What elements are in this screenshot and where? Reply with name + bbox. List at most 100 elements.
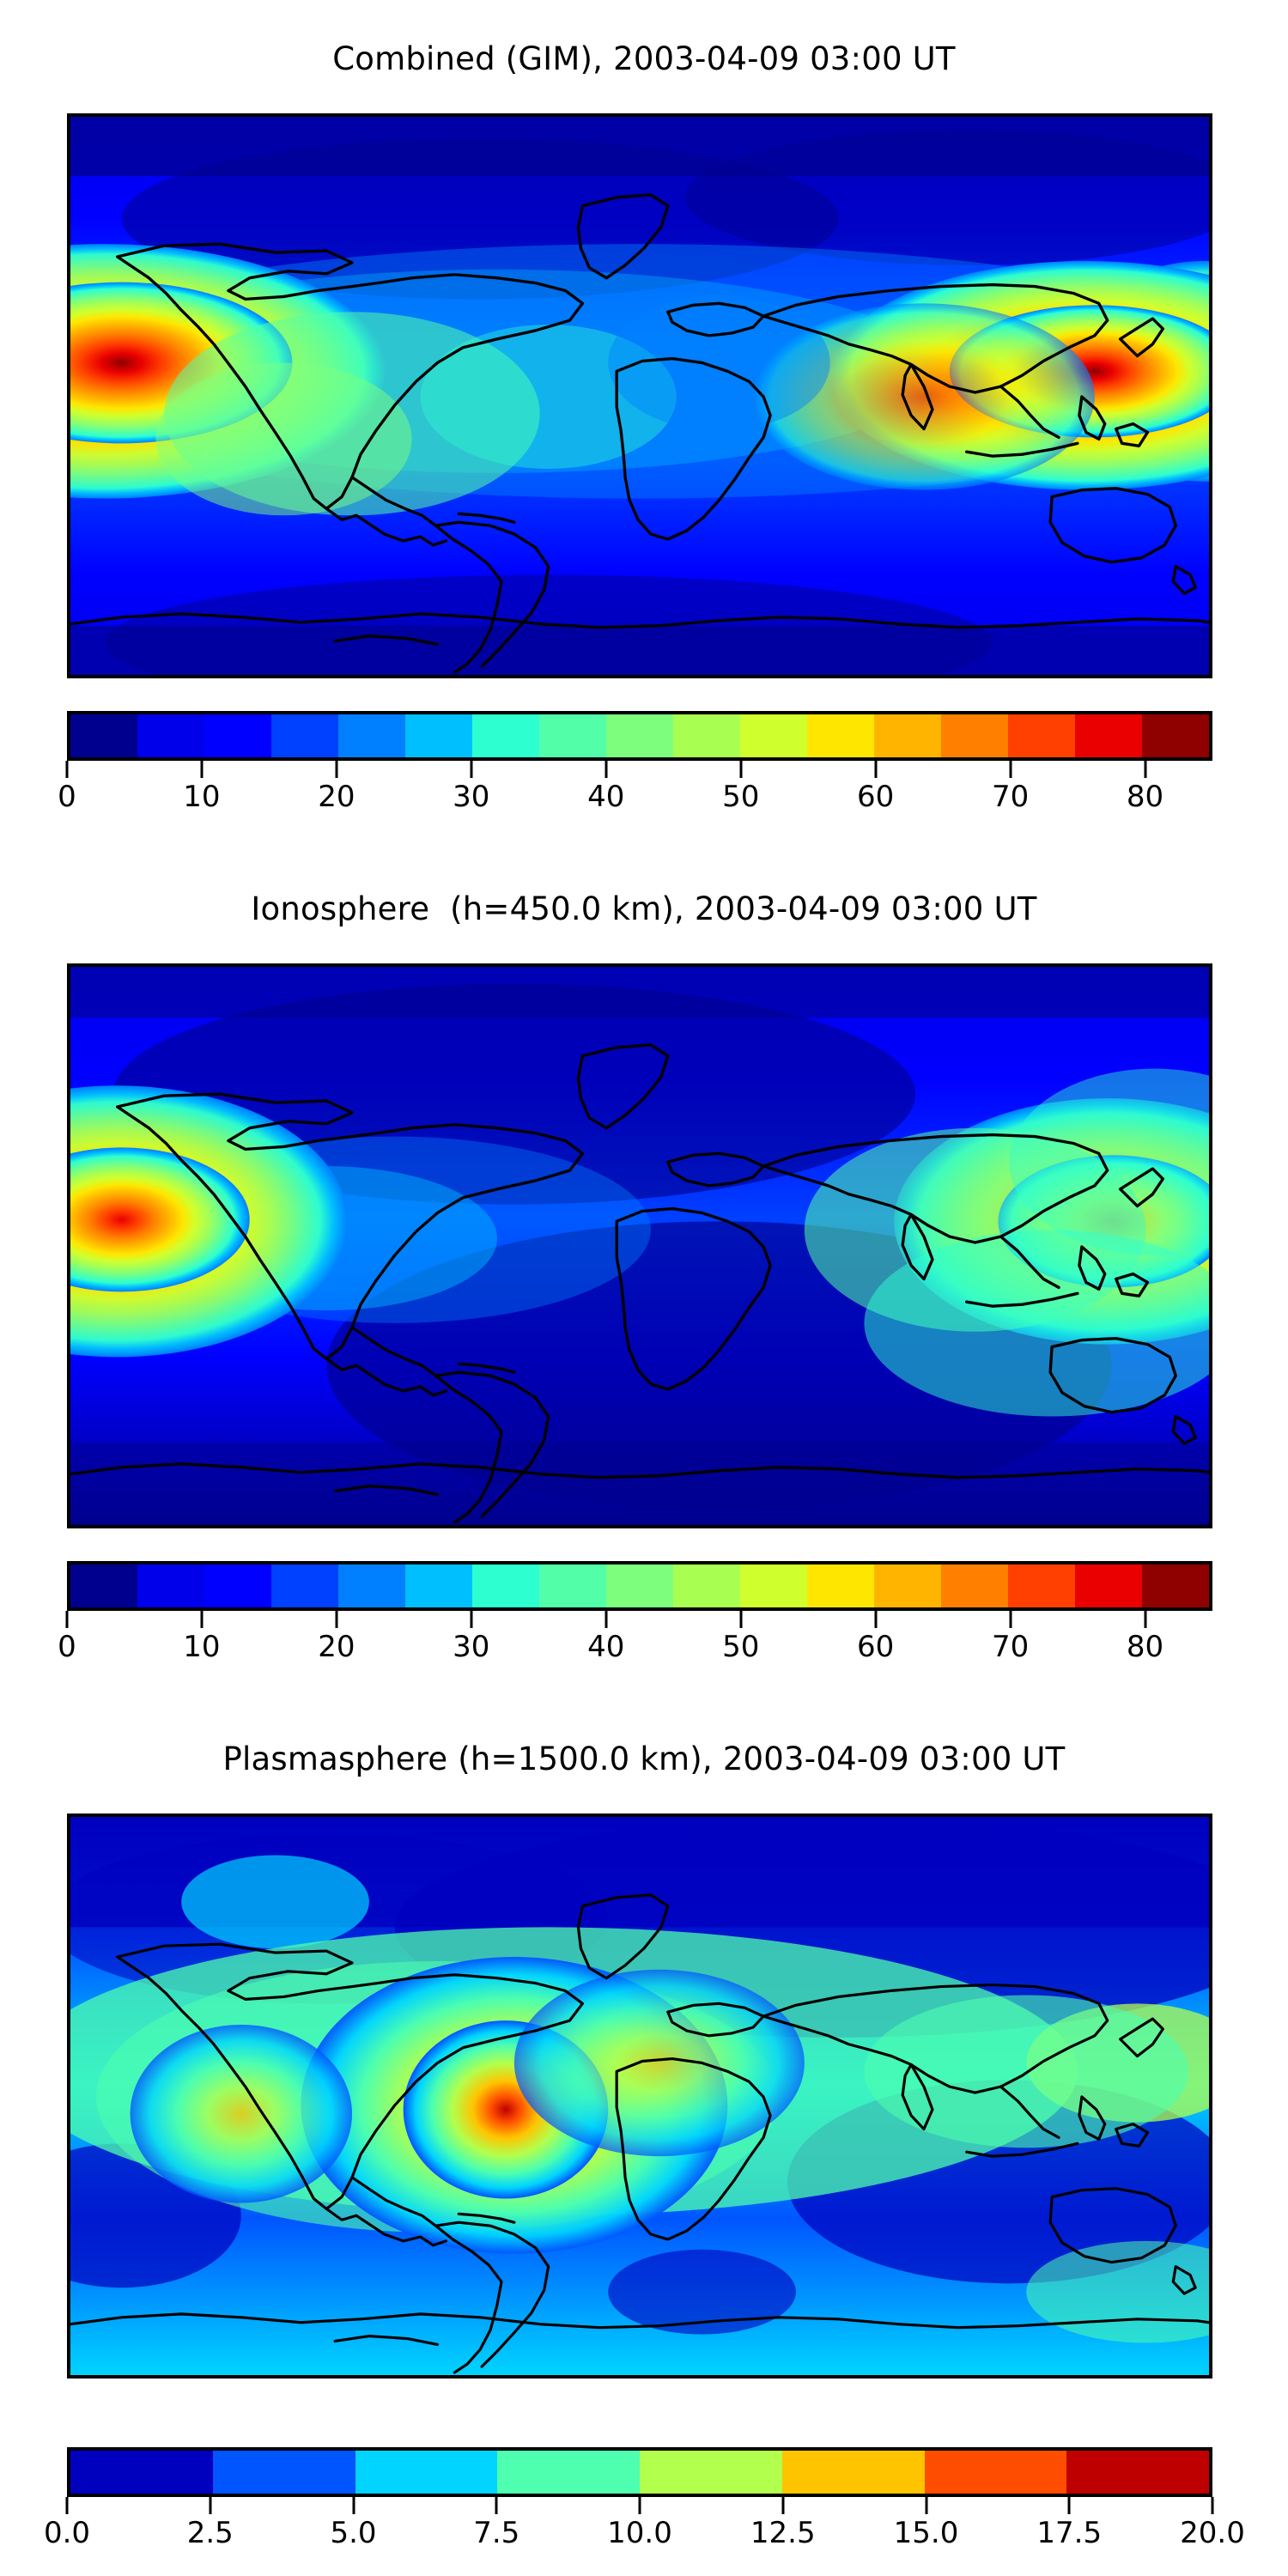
colorbar-segment bbox=[70, 1564, 137, 1607]
colorbar-tick bbox=[781, 2497, 785, 2514]
colorbar-tick bbox=[874, 1611, 878, 1628]
colorbar-segment bbox=[673, 714, 740, 757]
panel-title-ionosphere: Ionosphere (h=450.0 km), 2003-04-09 03:0… bbox=[251, 890, 1037, 927]
colorbar-segment bbox=[606, 1564, 673, 1607]
colorbar-tick bbox=[470, 761, 473, 778]
colorbar-tick-label: 0 bbox=[58, 780, 76, 814]
colorbar-segment bbox=[874, 714, 941, 757]
colorbar-segment bbox=[204, 714, 271, 757]
colorbar-tick bbox=[65, 2497, 69, 2514]
colorbar-tick-label: 0 bbox=[58, 1630, 76, 1664]
colorbar-tick-label: 30 bbox=[453, 780, 490, 814]
colorbar-segment bbox=[70, 714, 137, 757]
colorbar-segment bbox=[405, 1564, 472, 1607]
colorbar-tick-label: 60 bbox=[857, 780, 895, 814]
colorbar-segment bbox=[1066, 2451, 1209, 2494]
colorbar-plasmasphere: 0.0 2.5 5.0 7.5 10.0 12.5 15.0 17.5 20.0 bbox=[44, 2447, 1245, 2555]
colorbar-segment bbox=[941, 714, 1008, 757]
colorbar-segment bbox=[740, 714, 807, 757]
colorbar-segment bbox=[355, 2451, 498, 2494]
colorbar-segment bbox=[1008, 1564, 1075, 1607]
colorbar-tick bbox=[1009, 761, 1012, 778]
colorbar-combined-bar bbox=[67, 711, 1212, 761]
colorbar-segment bbox=[1142, 714, 1209, 757]
colorbar-segment bbox=[271, 714, 338, 757]
map-canvas-ionosphere bbox=[70, 967, 1209, 1525]
colorbar-tick bbox=[470, 1611, 473, 1628]
map-canvas-plasmasphere bbox=[70, 1817, 1209, 2375]
colorbar-segment bbox=[1075, 714, 1142, 757]
colorbar-ionosphere-bar bbox=[67, 1561, 1212, 1611]
colorbar-segment bbox=[781, 2451, 925, 2494]
colorbar-combined-labels: 0 10 20 30 40 50 60 70 80 bbox=[58, 780, 1212, 819]
colorbar-segment bbox=[137, 1564, 204, 1607]
colorbar-tick-label: 80 bbox=[1126, 780, 1164, 814]
colorbar-segment bbox=[740, 1564, 807, 1607]
colorbar-tick-label: 0.0 bbox=[43, 2516, 91, 2550]
colorbar-segment bbox=[1075, 1564, 1142, 1607]
colorbar-segment bbox=[405, 714, 472, 757]
map-canvas-combined bbox=[70, 117, 1209, 675]
colorbar-tick-label: 12.5 bbox=[750, 2516, 816, 2550]
colorbar-tick-label: 15.0 bbox=[893, 2516, 959, 2550]
colorbar-tick-label: 7.5 bbox=[473, 2516, 520, 2550]
colorbar-tick-label: 70 bbox=[991, 1630, 1030, 1664]
colorbar-segment bbox=[472, 1564, 539, 1607]
colorbar-plasmasphere-labels: 0.0 2.5 5.0 7.5 10.0 12.5 15.0 17.5 20.0 bbox=[44, 2516, 1245, 2555]
colorbar-tick bbox=[1067, 2497, 1071, 2514]
colorbar-tick bbox=[200, 1611, 204, 1628]
colorbar-segment bbox=[539, 714, 606, 757]
colorbar-tick bbox=[65, 1611, 69, 1628]
colorbar-tick-label: 60 bbox=[857, 1630, 895, 1664]
map-plasmasphere bbox=[67, 1814, 1212, 2379]
panel-plasmasphere: Plasmasphere (h=1500.0 km), 2003-04-09 0… bbox=[0, 1743, 1288, 1775]
colorbar-tick-label: 40 bbox=[587, 780, 625, 814]
colorbar-segment bbox=[807, 714, 874, 757]
colorbar-tick-label: 70 bbox=[991, 780, 1030, 814]
colorbar-tick bbox=[1144, 1611, 1147, 1628]
colorbar-segment bbox=[1142, 1564, 1209, 1607]
colorbar-segment bbox=[924, 2451, 1067, 2494]
colorbar-segment bbox=[338, 1564, 405, 1607]
colorbar-segment bbox=[606, 714, 673, 757]
colorbar-tick-label: 10 bbox=[183, 780, 221, 814]
colorbar-segment bbox=[212, 2451, 355, 2494]
colorbar-tick bbox=[1009, 1611, 1012, 1628]
panel-title-plasmasphere: Plasmasphere (h=1500.0 km), 2003-04-09 0… bbox=[222, 1741, 1066, 1777]
colorbar-segment bbox=[70, 2451, 213, 2494]
panel-title-combined: Combined (GIM), 2003-04-09 03:00 UT bbox=[332, 40, 956, 77]
colorbar-tick-label: 80 bbox=[1126, 1630, 1164, 1664]
colorbar-tick bbox=[739, 1611, 743, 1628]
colorbar-segment bbox=[137, 714, 204, 757]
colorbar-segment bbox=[673, 1564, 740, 1607]
colorbar-tick-label: 10.0 bbox=[607, 2516, 672, 2550]
colorbar-tick-label: 40 bbox=[587, 1630, 625, 1664]
colorbar-plasmasphere-ticks bbox=[65, 2497, 1214, 2516]
map-combined-gim bbox=[67, 113, 1212, 678]
colorbar-tick bbox=[335, 761, 338, 778]
colorbar-combined: 0 10 20 30 40 50 60 70 80 bbox=[58, 711, 1212, 819]
colorbar-plasmasphere-bar bbox=[67, 2447, 1212, 2497]
colorbar-tick-label: 2.5 bbox=[186, 2516, 234, 2550]
colorbar-tick bbox=[65, 761, 69, 778]
colorbar-tick-label: 50 bbox=[722, 780, 760, 814]
colorbar-tick-label: 20.0 bbox=[1180, 2516, 1245, 2550]
colorbar-segment bbox=[472, 714, 539, 757]
colorbar-segment bbox=[941, 1564, 1008, 1607]
panel-ionosphere: Ionosphere (h=450.0 km), 2003-04-09 03:0… bbox=[0, 893, 1288, 925]
colorbar-ionosphere-labels: 0 10 20 30 40 50 60 70 80 bbox=[58, 1630, 1212, 1669]
colorbar-segment bbox=[204, 1564, 271, 1607]
colorbar-tick bbox=[200, 761, 204, 778]
colorbar-tick-label: 50 bbox=[722, 1630, 760, 1664]
colorbar-tick-label: 5.0 bbox=[330, 2516, 377, 2550]
colorbar-ionosphere: 0 10 20 30 40 50 60 70 80 bbox=[58, 1561, 1212, 1669]
colorbar-segment bbox=[539, 1564, 606, 1607]
map-ionosphere bbox=[67, 963, 1212, 1528]
colorbar-segment bbox=[497, 2451, 640, 2494]
colorbar-tick bbox=[209, 2497, 212, 2514]
colorbar-tick bbox=[605, 761, 608, 778]
colorbar-segment bbox=[874, 1564, 941, 1607]
colorbar-tick-label: 17.5 bbox=[1036, 2516, 1103, 2550]
colorbar-tick-label: 20 bbox=[318, 1630, 355, 1664]
